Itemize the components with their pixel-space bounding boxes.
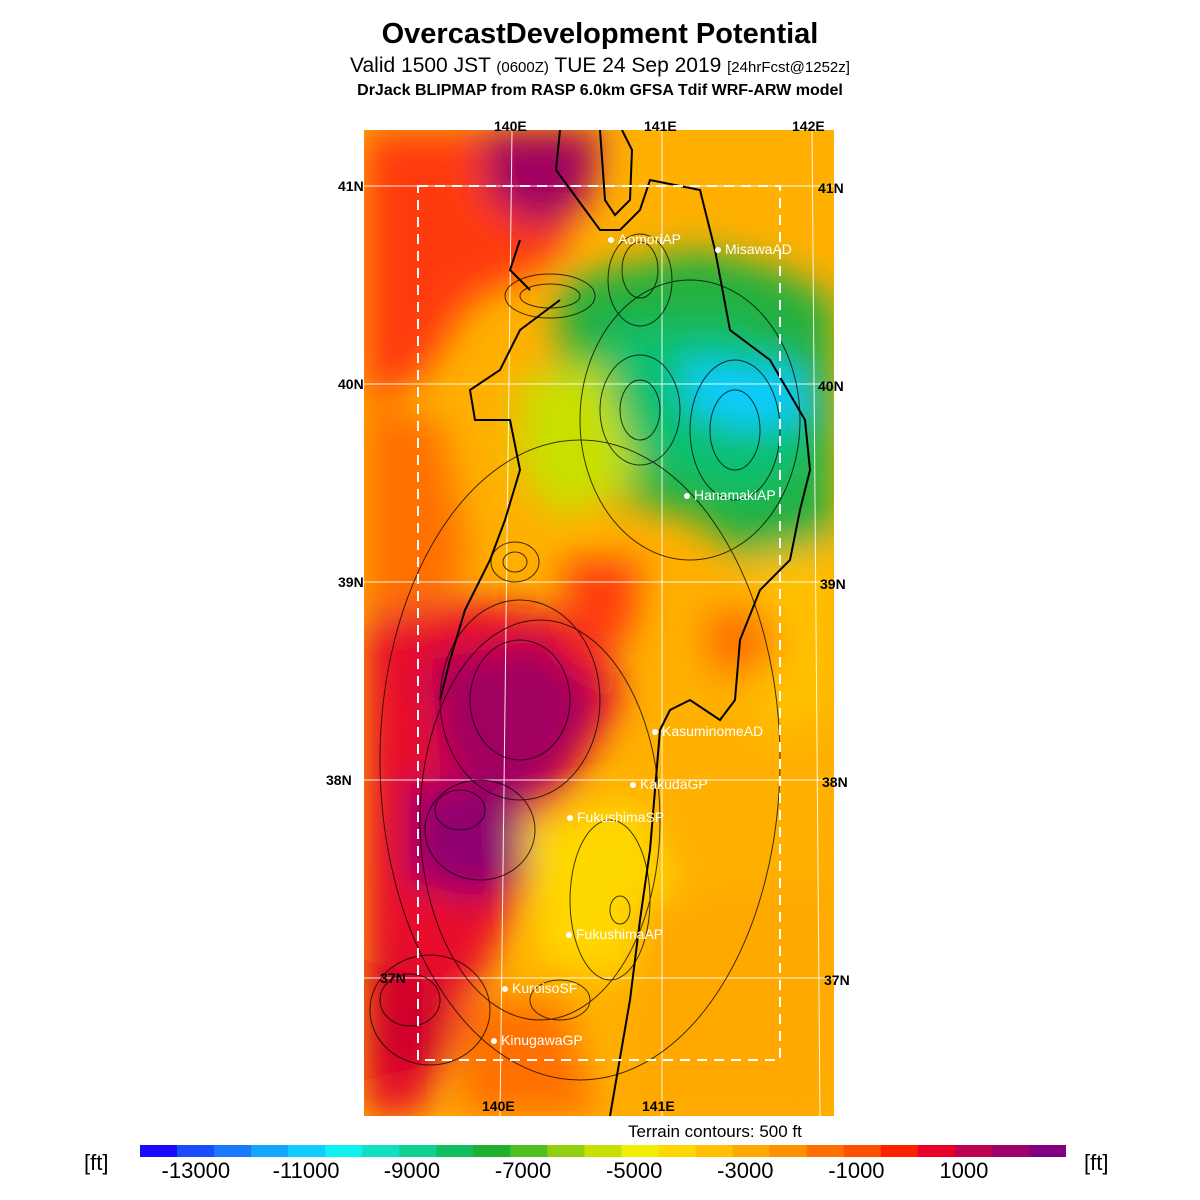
map-field (364, 130, 834, 1116)
city-dot-icon (491, 1038, 497, 1045)
colorbar-unit-right: [ft] (1084, 1150, 1109, 1175)
model-line: DrJack BLIPMAP from RASP 6.0km GFSA Tdif… (357, 82, 843, 99)
colorbar-swatch (362, 1145, 400, 1157)
lat-label-right-39n: 39N (820, 576, 846, 592)
terrain-note: Terrain contours: 500 ft (628, 1122, 802, 1141)
forecast-info: [24hrFcst@1252z] (727, 59, 850, 76)
colorbar-swatch (399, 1145, 437, 1157)
colorbar-swatch (473, 1145, 511, 1157)
colorbar-swatch (584, 1145, 623, 1157)
colorbar-tick-label: -9000 (383, 1158, 441, 1183)
city-dot-icon (684, 493, 690, 500)
colorbar-unit-left: [ft] (84, 1150, 109, 1175)
lon-label-top-141e: 141E (644, 118, 677, 134)
colorbar-swatch (177, 1145, 215, 1157)
city-label: KakudaGP (640, 776, 708, 792)
colorbar-swatch (880, 1145, 919, 1157)
city-marker: FukushimaAP (566, 926, 663, 942)
page-title: OvercastDevelopment Potential (381, 18, 819, 50)
colorbar-swatch (917, 1145, 956, 1157)
lat-label-left-38n: 38N (326, 772, 352, 788)
city-dot-icon (652, 729, 658, 736)
lat-label-left-39n: 39N (338, 574, 364, 590)
city-marker: FukushimaSP (567, 809, 664, 825)
lon-label-bottom-140e: 140E (482, 1098, 515, 1114)
colorbar-tick-label: 1000 (939, 1158, 989, 1183)
city-label: KasuminomeAD (662, 723, 764, 739)
city-label: FukushimaAP (576, 926, 664, 942)
lon-label-top-140e: 140E (494, 118, 527, 134)
city-dot-icon (715, 247, 721, 254)
lat-label-right-40n: 40N (818, 378, 844, 394)
city-marker: KinugawaGP (491, 1032, 583, 1048)
city-dot-icon (502, 986, 508, 993)
lat-label-left-40n: 40N (338, 376, 364, 392)
city-marker: KakudaGP (630, 776, 708, 792)
utc-time: (0600Z) (496, 59, 549, 76)
city-label: KuroisoSF (512, 980, 578, 996)
city-marker: KuroisoSF (502, 980, 577, 996)
colorbar-swatch (806, 1145, 845, 1157)
colorbar-swatch (288, 1145, 326, 1157)
lat-label-left-37n: 37N (380, 970, 406, 986)
lat-label-right-37n: 37N (824, 972, 850, 988)
colorbar-swatch (658, 1145, 697, 1157)
city-label: HanamakiAP (694, 487, 776, 503)
terrain-contours (369, 233, 801, 1081)
city-marker: HanamakiAP (684, 487, 776, 503)
city-label: KinugawaGP (501, 1032, 583, 1048)
city-dot-icon (567, 815, 573, 822)
colorbar-tick-label: -13000 (161, 1158, 231, 1183)
colorbar-swatch (954, 1145, 993, 1157)
colorbar-swatch (547, 1145, 585, 1157)
colorbar-swatch (769, 1145, 808, 1157)
city-dot-icon (630, 782, 636, 789)
graticule (364, 130, 834, 1116)
city-label: FukushimaSP (577, 809, 665, 825)
colorbar-swatch (251, 1145, 289, 1157)
forecast-map (364, 130, 834, 1116)
colorbar-swatch (510, 1145, 548, 1157)
colorbar-swatch (732, 1145, 771, 1157)
valid-time: Valid 1500 JST (350, 54, 497, 77)
city-marker: AomoriAP (608, 231, 681, 247)
colorbar-swatch (140, 1145, 178, 1157)
colorbar-swatch (621, 1145, 660, 1157)
colorbar-tick-label: -5000 (606, 1158, 663, 1183)
city-marker: MisawaAD (715, 241, 792, 257)
colorbar-swatch (843, 1145, 882, 1157)
colorbar-swatch (325, 1145, 363, 1157)
lon-label-top-142e: 142E (792, 118, 825, 134)
valid-time-line: Valid 1500 JST (0600Z) TUE 24 Sep 2019 [… (0, 54, 1200, 78)
city-marker: KasuminomeAD (652, 723, 763, 739)
colorbar-swatch (991, 1145, 1030, 1157)
lon-label-bottom-141e: 141E (642, 1098, 675, 1114)
city-label: AomoriAP (618, 231, 682, 247)
colorbar-tick-label: -7000 (494, 1158, 552, 1183)
colorbar-tick-label: -1000 (828, 1158, 885, 1183)
inner-domain-box (417, 185, 781, 1061)
city-dot-icon (566, 932, 572, 939)
colorbar (140, 1145, 1066, 1157)
city-dot-icon (608, 237, 614, 244)
colorbar-swatch (695, 1145, 734, 1157)
colorbar-tick-label: -11000 (272, 1158, 340, 1183)
colorbar-tick-label: -3000 (717, 1158, 774, 1183)
colorbar-swatch (436, 1145, 474, 1157)
city-label: MisawaAD (725, 241, 792, 257)
colorbar-swatch (1028, 1145, 1066, 1157)
colorbar-swatch (214, 1145, 252, 1157)
lat-label-right-38n: 38N (822, 774, 848, 790)
valid-date: TUE 24 Sep 2019 (548, 54, 728, 77)
lat-label-right-41n: 41N (818, 180, 844, 196)
coastline (439, 130, 812, 1116)
lat-label-left-41n: 41N (338, 178, 364, 194)
